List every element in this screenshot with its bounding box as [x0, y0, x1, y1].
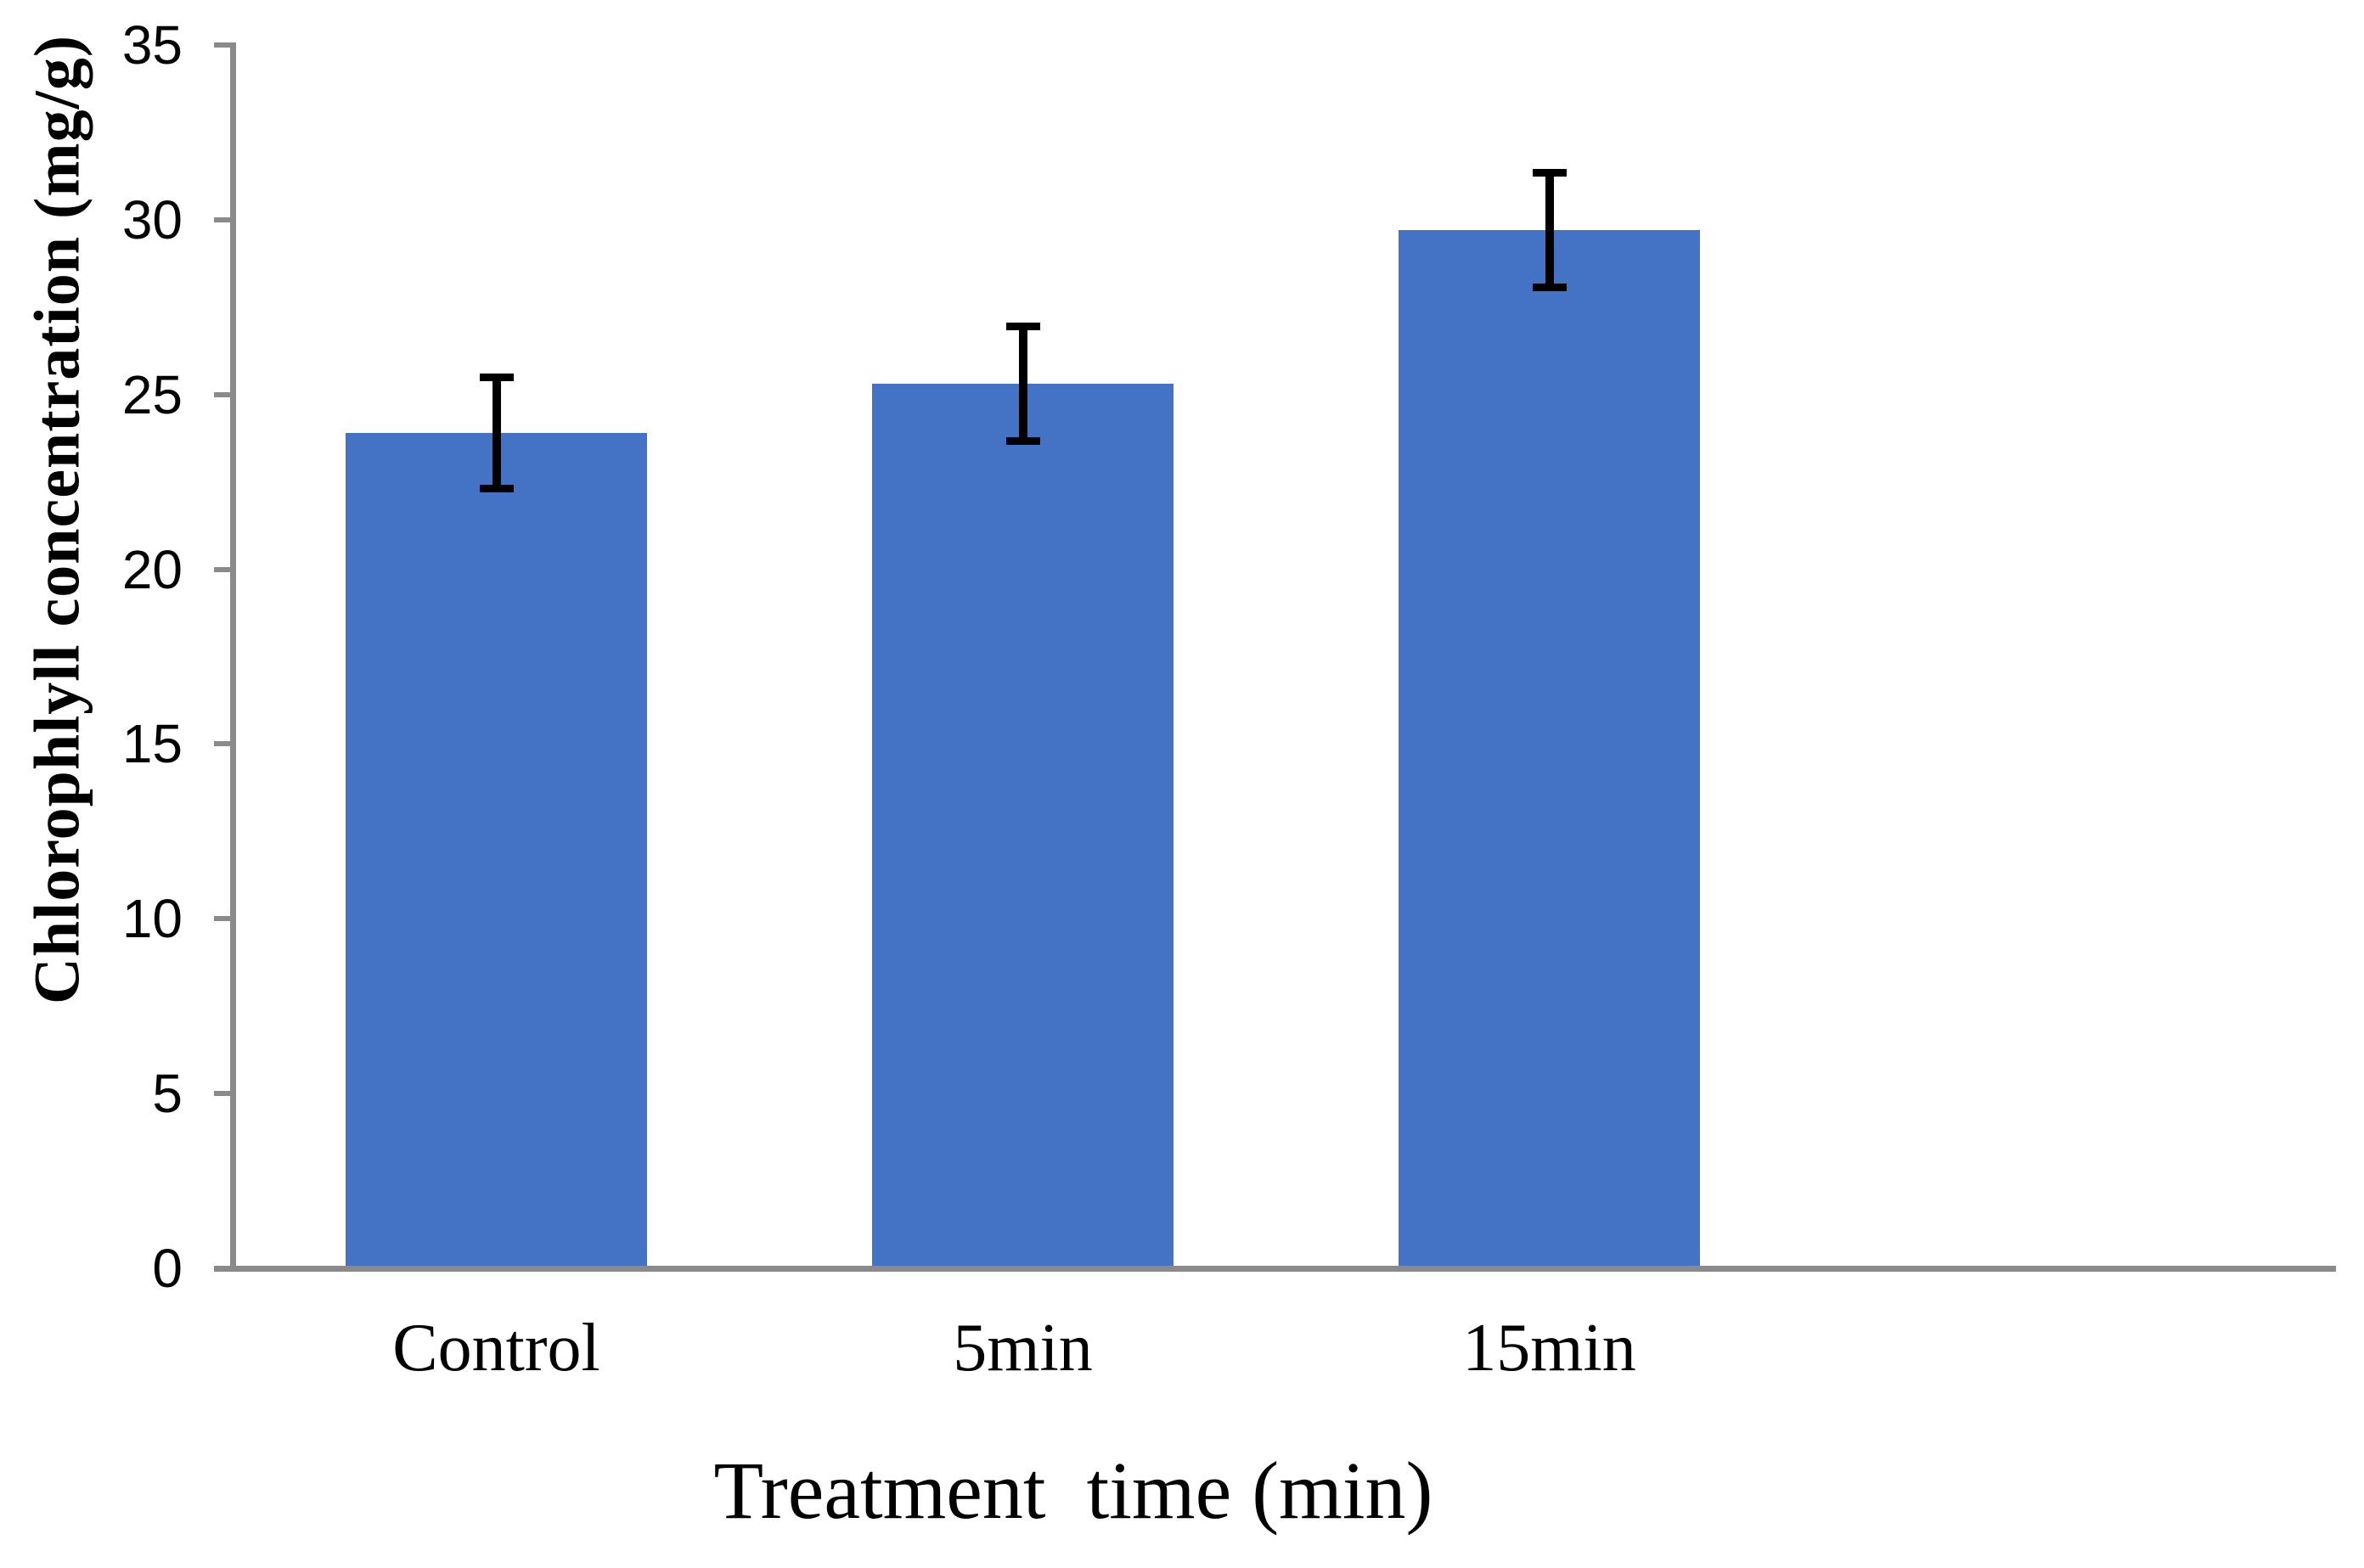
error-bar-line — [1545, 169, 1554, 292]
bar — [1399, 230, 1700, 1268]
bar — [346, 433, 647, 1268]
error-bar-bottom-cap — [479, 484, 514, 492]
y-tick-mark — [214, 916, 235, 922]
error-bar-line — [492, 374, 501, 492]
error-bar-top-cap — [1532, 169, 1567, 177]
y-tick-label: 5 — [152, 1063, 183, 1125]
x-category-label: 5min — [953, 1311, 1093, 1385]
bar — [872, 384, 1174, 1268]
error-bar-top-cap — [1005, 323, 1040, 331]
y-tick-label: 15 — [121, 713, 183, 775]
y-tick-label: 20 — [121, 538, 183, 600]
y-axis-title: Chlorophlyll concentration (mg/g) — [21, 34, 93, 1005]
y-tick-label: 0 — [152, 1238, 183, 1299]
y-tick-mark — [214, 1091, 235, 1097]
x-category-label: Control — [392, 1311, 600, 1385]
y-tick-mark — [214, 391, 235, 397]
x-axis-line — [214, 1265, 2336, 1272]
y-tick-label: 30 — [121, 188, 183, 250]
y-tick-label: 35 — [121, 14, 183, 76]
x-axis-title: Treatment time (min) — [713, 1445, 1433, 1536]
y-tick-mark — [214, 741, 235, 747]
error-bar-line — [1018, 323, 1027, 446]
y-axis-line — [230, 42, 236, 1272]
error-bar-top-cap — [479, 374, 514, 381]
x-category-label: 15min — [1462, 1311, 1636, 1385]
error-bar-bottom-cap — [1005, 437, 1040, 446]
y-tick-mark — [214, 216, 235, 222]
error-bar-bottom-cap — [1532, 284, 1567, 292]
y-tick-mark — [214, 566, 235, 572]
y-tick-mark — [214, 42, 235, 48]
y-tick-label: 25 — [121, 363, 183, 425]
y-tick-label: 10 — [121, 888, 183, 950]
